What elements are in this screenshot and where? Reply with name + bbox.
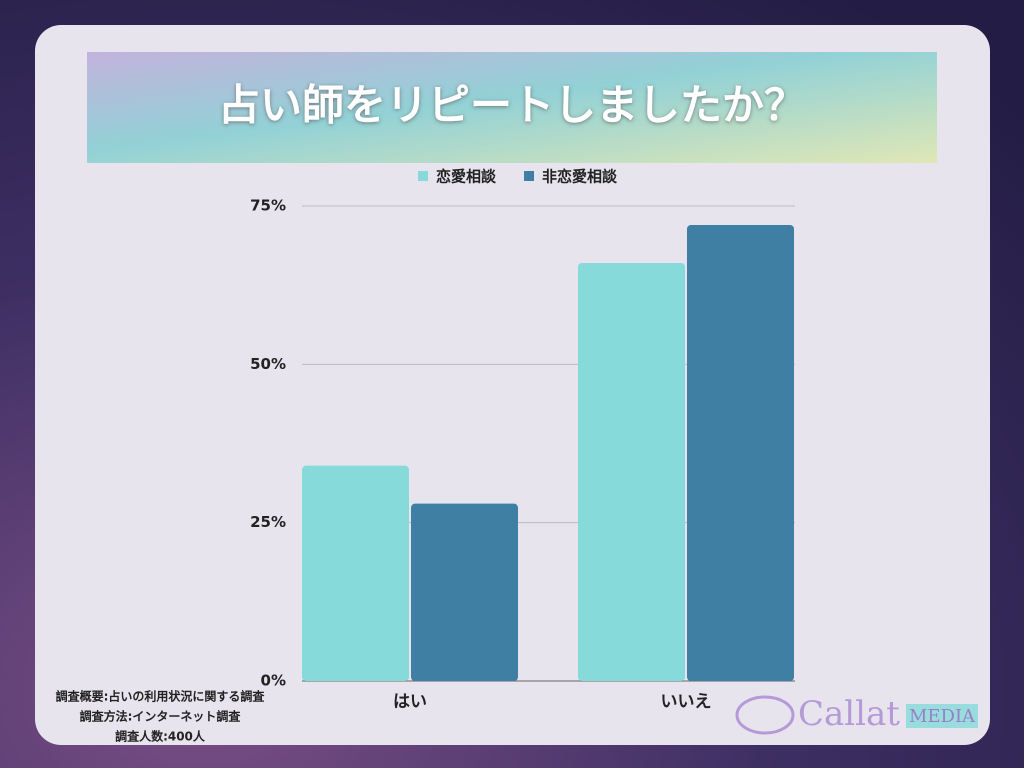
logo-tag: MEDIA	[909, 706, 976, 727]
footnote: 調査概要:占いの利用状況に関する調査	[56, 689, 266, 704]
logo: Callat MEDIA	[735, 694, 978, 735]
x-tick-label: はい	[393, 692, 427, 712]
legend-swatch	[418, 171, 428, 181]
footnote: 調査人数:400人	[115, 729, 206, 744]
logo-tag-bg	[906, 704, 978, 728]
bar	[578, 263, 685, 681]
y-tick-label: 75%	[250, 197, 286, 215]
chart-title: 占い師をリピートしましたか？	[218, 81, 806, 130]
footnote: 調査方法:インターネット調査	[80, 709, 242, 724]
y-tick-label: 50%	[250, 355, 286, 373]
y-tick-label: 25%	[250, 513, 286, 531]
bar	[411, 503, 518, 681]
y-tick-label: 0%	[261, 672, 286, 690]
logo-name: Callat	[798, 694, 900, 734]
bar	[302, 465, 409, 681]
logo-icon	[735, 695, 795, 735]
x-tick-label: いいえ	[661, 692, 712, 712]
title-banner	[87, 52, 937, 163]
legend-swatch	[524, 171, 535, 181]
legend-label: 恋愛相談	[436, 168, 497, 186]
bar	[687, 225, 794, 681]
legend-label: 非恋愛相談	[542, 168, 618, 186]
